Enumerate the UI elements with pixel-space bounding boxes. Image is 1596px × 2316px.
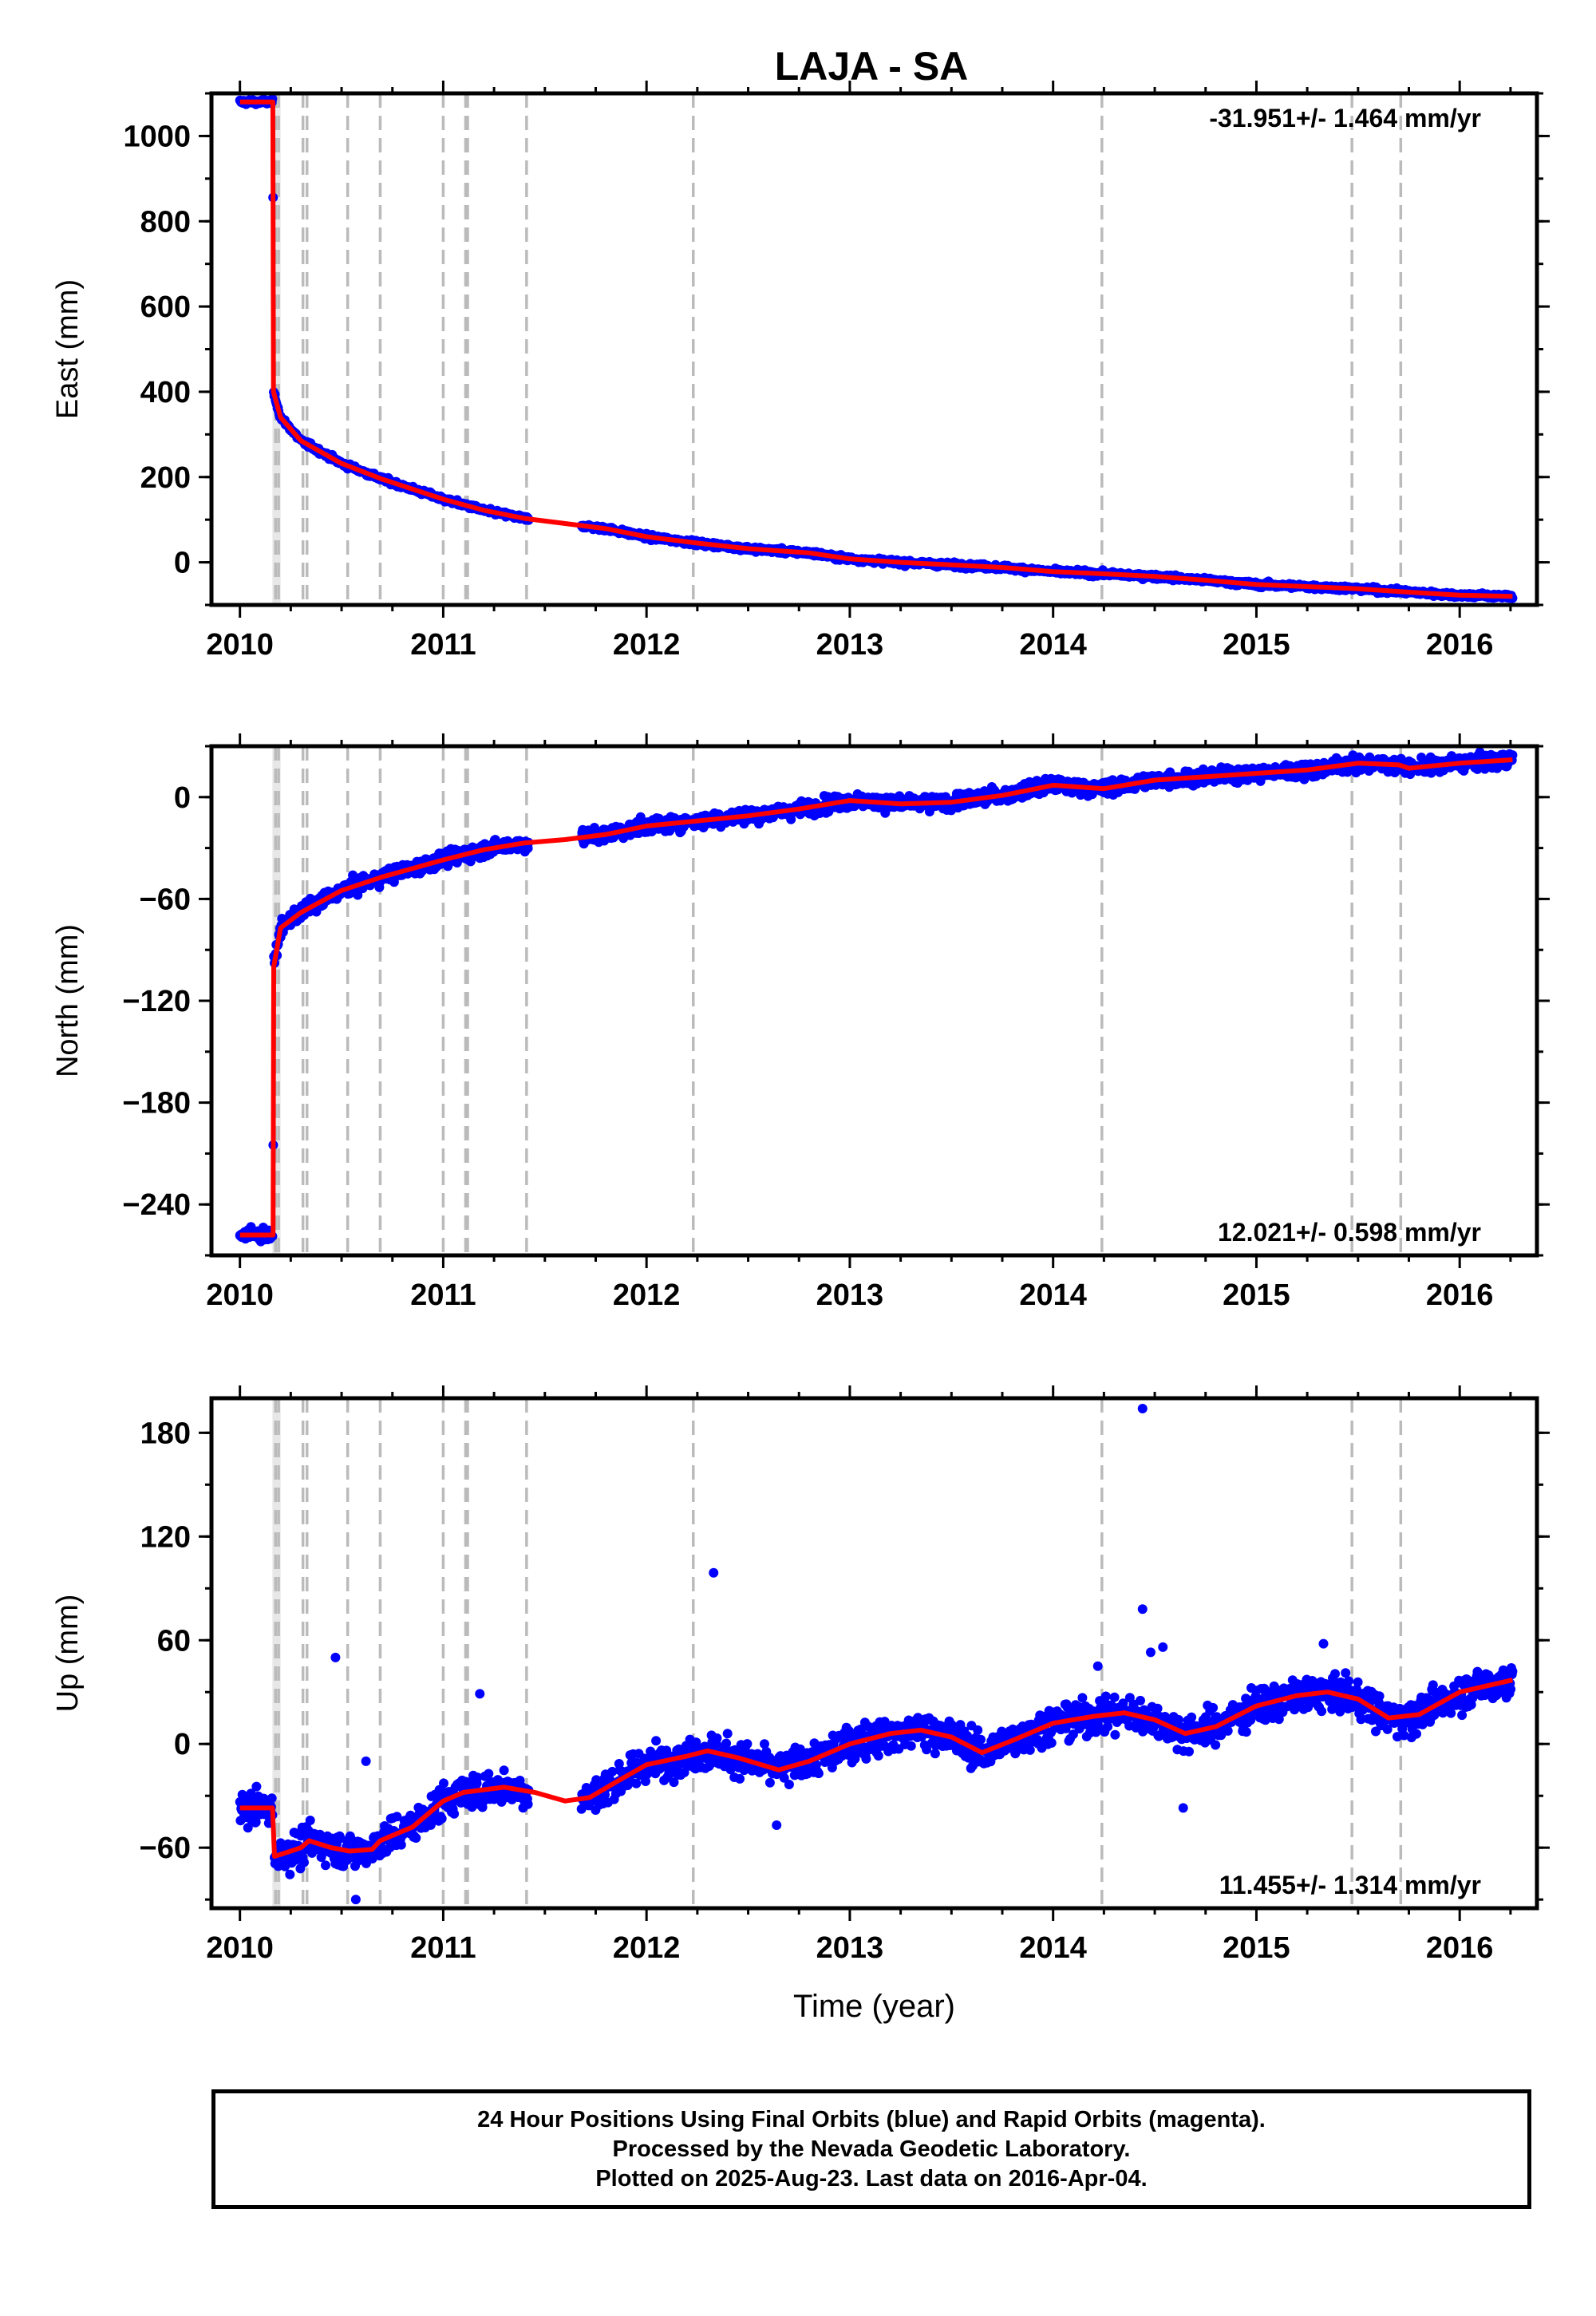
y-tick-label: −120 (122, 985, 191, 1018)
model-line (239, 757, 1513, 1238)
data-point (251, 1817, 261, 1828)
data-point (321, 1860, 330, 1871)
data-points (235, 1403, 1518, 1905)
y-tick-label: 600 (140, 290, 191, 324)
chart-title: LAJA - SA (775, 44, 969, 89)
data-point (396, 1840, 406, 1850)
data-point (484, 1769, 494, 1779)
model-line (239, 99, 1513, 599)
y-tick-label: 1000 (123, 120, 191, 153)
data-point (449, 1808, 460, 1819)
y-tick-label: 0 (174, 547, 191, 580)
x-tick-label: 2013 (816, 1279, 884, 1312)
panel-north: 2010 2011 2012 2013 2014 2015 2016 0 −60 −120 −180… (51, 733, 1550, 1312)
x-tick-label: 2014 (1019, 628, 1087, 662)
x-tick-label: 2011 (410, 1279, 476, 1312)
data-point (712, 1733, 722, 1743)
data-point (425, 1820, 436, 1830)
data-point (1416, 753, 1427, 762)
data-point (299, 1857, 309, 1867)
data-point (472, 1773, 483, 1783)
x-tick-label: 2016 (1426, 1279, 1494, 1312)
x-tick-label: 2012 (613, 628, 681, 662)
data-point (437, 1813, 447, 1824)
x-tick-label: 2012 (613, 1279, 681, 1312)
x-tick-label: 2015 (1223, 628, 1290, 662)
gps-timeseries-chart: LAJA - SA 2010 2011 2012 2013 2014 2015 201602… (51, 44, 1550, 2024)
rate-label: -31.951+/- 1.464 mm/yr (1209, 104, 1481, 132)
data-point (275, 1838, 286, 1848)
panel-east: 2010 2011 2012 2013 2014 2015 2016 0 200 400 600 80… (51, 81, 1550, 662)
data-point (735, 1773, 745, 1784)
y-tick-label: 200 (140, 461, 191, 495)
data-point (267, 1793, 277, 1804)
x-tick-label: 2014 (1019, 1279, 1087, 1312)
y-axis-label: East (mm) (51, 279, 85, 419)
data-point (335, 1833, 346, 1844)
data-point (721, 1738, 732, 1749)
x-tick-label: 2010 (206, 628, 274, 662)
y-tick-label: 800 (140, 205, 191, 239)
y-tick-label: 0 (174, 781, 191, 815)
data-point (1507, 750, 1518, 761)
data-point (439, 1778, 448, 1788)
panel-up: 2010 2011 2012 2013 2014 2015 2016−60060120180… (51, 1385, 1550, 2024)
data-point (722, 1729, 733, 1739)
y-tick-label: 400 (140, 376, 191, 409)
panel-frame (209, 91, 1539, 607)
data-point (251, 1781, 262, 1792)
data-point (392, 1812, 402, 1822)
rate-label: 12.021+/- 0.598 mm/yr (1218, 1218, 1481, 1247)
data-point (760, 1739, 769, 1749)
data-point (691, 1737, 701, 1748)
y-tick-label: −60 (140, 883, 191, 916)
panel-frame (209, 744, 1539, 1258)
data-point (285, 1869, 295, 1879)
data-points (235, 94, 1518, 603)
data-point (499, 1765, 509, 1776)
data-point (764, 1777, 775, 1788)
x-tick-label: 2011 (410, 628, 476, 662)
data-point (607, 1766, 618, 1777)
data-point (631, 1778, 642, 1788)
y-axis-label: North (mm) (51, 924, 85, 1077)
data-point (411, 1833, 421, 1843)
data-points (235, 747, 1518, 1247)
data-point (305, 1816, 315, 1825)
x-tick-label: 2010 (206, 1279, 274, 1312)
data-point (651, 1736, 662, 1746)
x-tick-label: 2015 (1223, 1279, 1290, 1312)
x-tick-label: 2016 (1426, 628, 1494, 662)
data-point (669, 1777, 679, 1788)
data-point (742, 1739, 753, 1749)
y-tick-label: −240 (122, 1188, 191, 1222)
x-tick-label: 2013 (816, 628, 884, 662)
y-tick-label: −180 (122, 1087, 191, 1120)
data-point (523, 1799, 533, 1809)
